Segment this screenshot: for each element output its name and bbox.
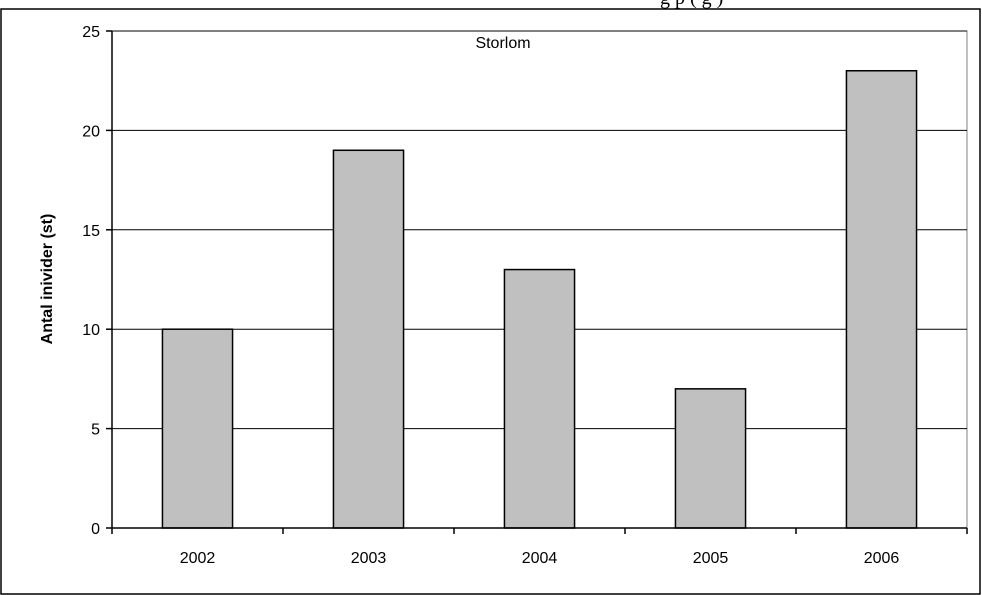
chart-title: Storlom xyxy=(475,35,530,52)
x-tick-label: 2006 xyxy=(864,550,900,567)
bars xyxy=(161,70,918,529)
y-tick-label: 5 xyxy=(91,422,100,439)
bar-2006 xyxy=(845,70,918,529)
x-tick-label: 2003 xyxy=(351,550,387,567)
chart-border xyxy=(0,8,981,595)
y-tick-label: 0 xyxy=(91,521,100,538)
y-tick-labels: 0 5 10 15 20 25 xyxy=(82,24,100,538)
y-tick-label: 25 xyxy=(82,24,100,41)
cropped-top-text: g p ( g ) xyxy=(660,0,982,10)
bar-2002 xyxy=(161,328,234,529)
y-axis-label: Antal inivider (st) xyxy=(39,214,56,345)
axes xyxy=(106,30,968,534)
x-tick-label: 2004 xyxy=(522,550,558,567)
bar-2004 xyxy=(503,268,576,529)
y-tick-label: 15 xyxy=(82,223,100,240)
bar-2005 xyxy=(674,388,747,529)
x-tick-labels: 2002 2003 2004 2005 2006 xyxy=(180,550,900,567)
y-tick-label: 20 xyxy=(82,123,100,140)
y-tick-label: 10 xyxy=(82,322,100,339)
x-tick-label: 2005 xyxy=(693,550,729,567)
bar-2003 xyxy=(332,149,405,529)
x-tick-label: 2002 xyxy=(180,550,216,567)
